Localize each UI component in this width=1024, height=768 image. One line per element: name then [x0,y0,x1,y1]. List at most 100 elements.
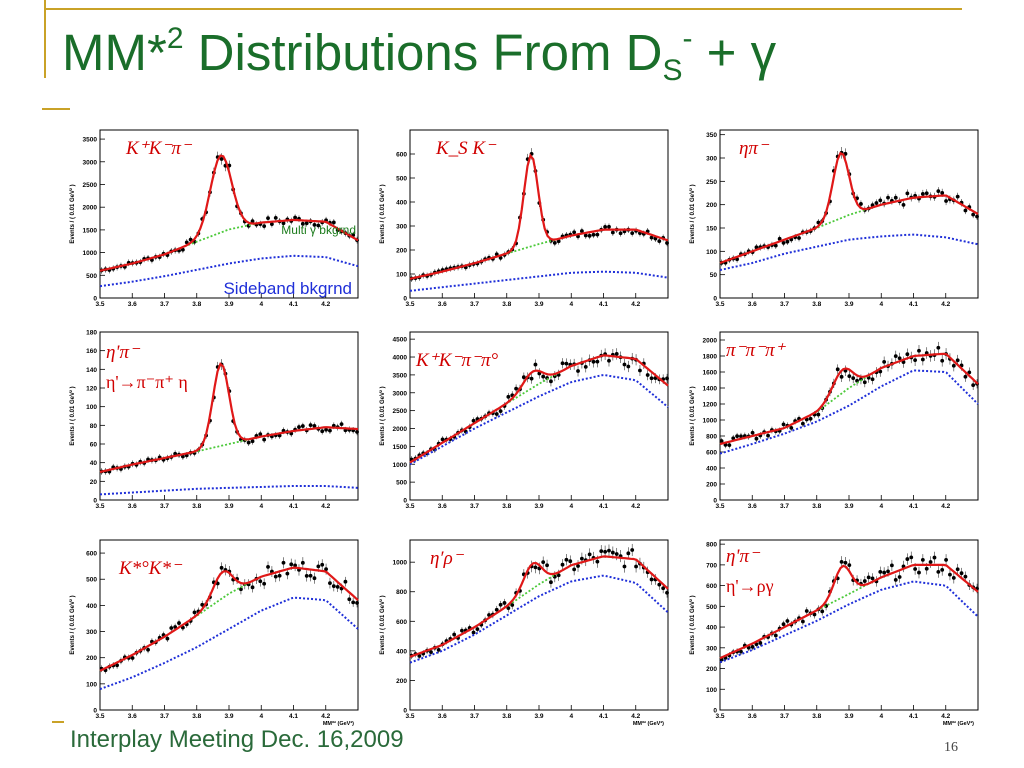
y-tick-label: 500 [396,480,407,487]
fit-curve [719,151,979,265]
x-tick-label: 3.8 [812,503,821,510]
data-point [739,649,743,654]
data-point [901,202,906,207]
y-tick-label: 2000 [83,205,98,212]
channel-label: η′ρ⁻ [430,548,465,569]
data-point [963,208,968,213]
x-tick-label: 3.5 [95,301,104,308]
y-tick-label: 3500 [393,372,408,379]
y-axis-label: Events / ( 0.01 GeV² ) [379,184,386,243]
data-point [905,557,910,561]
x-tick-label: 3.7 [780,301,789,308]
y-tick-label: 500 [706,604,717,611]
data-point [591,232,596,237]
y-axis-label: Events / ( 0.01 GeV² ) [379,386,386,445]
x-tick-label: 4.2 [631,503,640,510]
fit-curve [409,153,669,280]
data-point [541,560,546,565]
data-point [180,247,185,252]
sideband-bkg-curve [719,580,979,664]
data-point [936,345,941,350]
data-point [897,356,902,361]
y-tick-label: 4000 [393,355,408,362]
data-point [583,364,588,369]
y-axis-label: Events / ( 0.01 GeV² ) [379,595,386,654]
data-point [622,564,627,569]
y-tick-label: 3000 [83,159,98,166]
x-tick-label: 4.2 [631,301,640,308]
data-point [862,380,867,385]
channel-label-decay: η'→π⁻π⁺ η [106,372,188,392]
data-point [603,224,608,229]
plot-panel-4: Events / ( 0.01 GeV² ) 0 20 40 60 80 100 120 140… [64,326,364,516]
data-point [130,656,135,660]
data-point [603,549,608,554]
x-tick-label: 3.5 [405,713,414,720]
x-tick-label: 4.1 [599,503,608,510]
data-point [258,432,263,436]
data-point [487,613,491,617]
data-point [889,563,894,568]
x-tick-label: 3.5 [95,503,104,510]
data-point [924,191,929,196]
fit-curve [409,555,669,658]
data-point [816,220,821,225]
data-point [649,577,654,582]
y-tick-label: 1200 [703,402,718,409]
x-tick-label: 4.1 [599,301,608,308]
x-tick-label: 4.1 [909,503,918,510]
data-point [494,607,499,612]
y-tick-label: 4500 [393,337,408,344]
data-point [634,564,638,569]
data-point [758,641,763,645]
x-tick-label: 3.9 [844,301,853,308]
channel-label-decay: η'→ργ [726,576,774,596]
slide-title: MM*2 Distributions From DS- + γ [62,22,776,88]
data-point [579,229,584,233]
y-tick-label: 100 [706,249,717,256]
x-tick-label: 4.1 [289,301,298,308]
data-point [545,563,549,568]
data-point [429,650,433,654]
data-point [913,567,918,571]
data-point [657,582,662,587]
x-axis-label: MM*² (GeV²) [633,720,664,726]
y-tick-label: 180 [86,330,97,337]
x-tick-label: 3.5 [715,301,724,308]
data-point [766,433,770,438]
y-tick-label: 0 [403,708,407,715]
decorative-short-rule-bottom [52,721,72,723]
data-point [568,559,573,564]
data-point [607,548,611,553]
y-tick-label: 200 [706,666,717,673]
y-tick-label: 100 [706,687,717,694]
y-tick-label: 1500 [393,444,408,451]
y-tick-label: 0 [713,498,717,505]
plot-panel-2: Events / ( 0.01 GeV² ) 0 100 200 300 400 500 60… [374,124,674,314]
y-tick-label: 1800 [703,354,718,361]
data-point [665,590,669,595]
data-point [843,560,848,565]
y-tick-label: 600 [396,619,407,626]
x-tick-label: 3.9 [224,713,233,720]
data-point [436,647,441,652]
x-tick-label: 4.2 [321,503,330,510]
data-point [351,600,356,605]
data-point [614,352,619,356]
data-point [847,563,852,568]
y-tick-label: 350 [706,132,717,139]
data-point [498,602,503,607]
x-tick-label: 4 [569,503,573,510]
channel-label: π⁻π⁻π⁺ [726,340,787,361]
data-point [250,585,255,590]
x-tick-label: 4.2 [321,713,330,720]
data-point [893,354,898,359]
data-point [335,585,340,589]
data-point [316,223,321,228]
fit-curve [719,352,979,446]
data-point [665,376,669,381]
plot-frame [99,331,359,501]
y-tick-label: 200 [86,655,97,662]
fit-curve [99,154,359,272]
sideband-bkg-curve [409,374,669,466]
